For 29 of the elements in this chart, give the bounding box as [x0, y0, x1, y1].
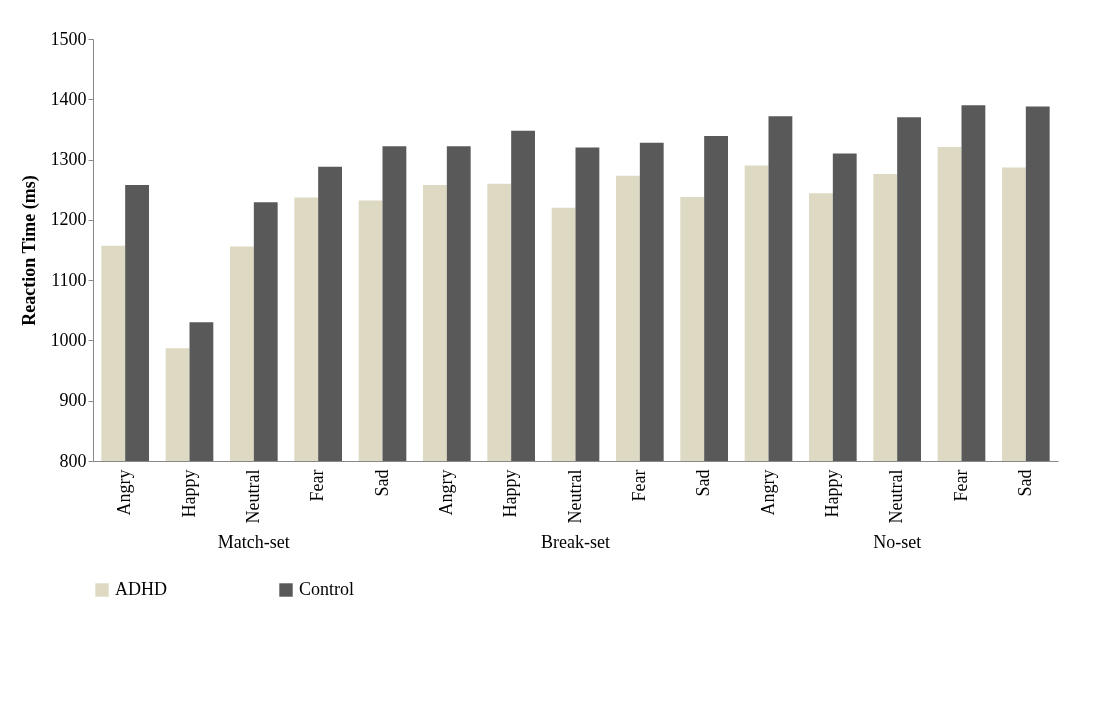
x-tick-label: Fear — [950, 469, 971, 502]
x-tick-label: Sad — [693, 469, 714, 497]
x-tick-label: Happy — [178, 469, 199, 518]
x-tick-label: Angry — [757, 469, 778, 516]
text: No-set — [873, 532, 922, 552]
x-tick-label: Sad — [371, 469, 392, 497]
x-tick-label: Neutral — [564, 469, 585, 524]
x-tick-label: Neutral — [242, 469, 263, 524]
x-tick-label: Fear — [628, 469, 649, 502]
y-tick-label: 900 — [59, 390, 87, 411]
x-tick-label: Angry — [114, 469, 135, 516]
x-tick-label: Sad — [1014, 469, 1035, 497]
legend-label: Control — [299, 579, 355, 599]
x-tick-label: Fear — [307, 469, 328, 502]
text: Match-set — [217, 532, 290, 552]
y-tick-label: 1500 — [50, 28, 87, 49]
y-tick-label: 1200 — [50, 209, 87, 230]
legend-label: ADHD — [115, 579, 167, 599]
x-tick-label: Happy — [821, 469, 842, 518]
x-tick-label: Happy — [500, 469, 521, 518]
x-tick-label: Neutral — [886, 469, 907, 524]
y-tick-label: 1100 — [51, 269, 87, 290]
y-tick-label: 1400 — [50, 88, 87, 109]
text: Break-set — [541, 532, 610, 552]
y-tick-label: 1300 — [50, 149, 87, 170]
x-tick-label: Angry — [435, 469, 456, 516]
y-axis-title: Reaction Time (ms) — [18, 175, 40, 326]
y-tick-label: 800 — [59, 450, 87, 471]
y-tick-label: 1000 — [50, 329, 87, 350]
